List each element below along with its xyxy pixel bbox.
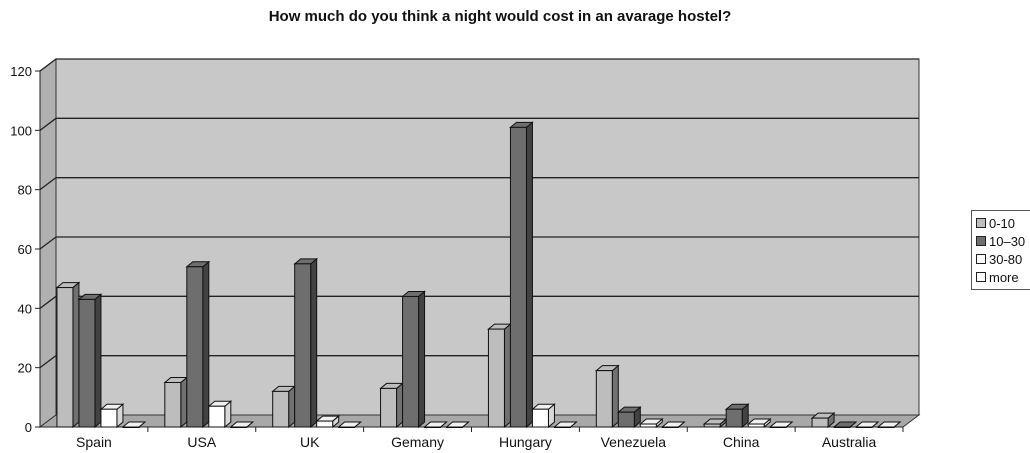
y-tick-label: 80 xyxy=(18,183,32,198)
x-tick-label: Hungary xyxy=(499,434,552,450)
bar-side xyxy=(396,382,404,429)
bar xyxy=(595,370,613,428)
bar xyxy=(122,426,140,428)
bar xyxy=(877,426,895,428)
gridline xyxy=(39,177,919,191)
bar-side xyxy=(310,257,318,429)
legend-label: 10–30 xyxy=(989,233,1026,249)
legend-item: 0-10 xyxy=(976,214,1030,232)
bar-side xyxy=(418,290,426,429)
legend-item: 30-80 xyxy=(976,250,1030,268)
bar xyxy=(811,417,829,428)
y-tick-label: 60 xyxy=(18,242,32,257)
gridline xyxy=(39,117,919,131)
bar xyxy=(338,426,356,428)
bar xyxy=(380,387,398,428)
gridline xyxy=(39,236,919,250)
y-tick-label: 0 xyxy=(25,420,32,435)
x-tick-label: Venezuela xyxy=(601,434,667,450)
bar xyxy=(164,382,182,428)
y-tick-label: 20 xyxy=(18,361,32,376)
legend-swatch xyxy=(976,254,986,264)
bar xyxy=(703,423,721,428)
bar xyxy=(855,426,873,428)
bar xyxy=(424,426,442,428)
x-tick-label: UK xyxy=(300,434,320,450)
bar-side xyxy=(180,376,188,429)
legend-item: 10–30 xyxy=(976,232,1030,250)
bar xyxy=(402,295,420,428)
bar xyxy=(230,426,248,428)
x-tick-label: Gemany xyxy=(391,434,444,450)
bar-side xyxy=(72,281,80,429)
legend-swatch xyxy=(976,236,986,246)
bar-side xyxy=(503,323,511,429)
bar xyxy=(294,263,312,428)
bar xyxy=(487,328,505,428)
bar xyxy=(661,426,679,428)
bar xyxy=(446,426,464,428)
bar xyxy=(553,426,571,428)
x-tick-label: Australia xyxy=(822,434,877,450)
x-tick-label: Spain xyxy=(76,434,112,450)
bar xyxy=(509,126,527,428)
bar xyxy=(747,423,765,428)
bar-side xyxy=(288,385,296,429)
legend-label: more xyxy=(989,269,1019,285)
legend-label: 30-80 xyxy=(989,251,1023,267)
gridline xyxy=(39,355,919,369)
bar xyxy=(531,408,549,428)
bar-side xyxy=(94,293,102,429)
gridline xyxy=(39,58,919,72)
gridline xyxy=(39,295,919,309)
bar-side xyxy=(611,364,619,429)
legend-swatch xyxy=(976,218,986,228)
bar xyxy=(78,298,96,428)
bar xyxy=(639,423,657,428)
bar xyxy=(316,420,334,428)
bar-side xyxy=(202,260,210,429)
x-tick-label: China xyxy=(723,434,760,450)
bar xyxy=(56,287,74,428)
bar xyxy=(100,408,118,428)
bar xyxy=(208,405,226,428)
y-tick-label: 100 xyxy=(10,123,32,138)
x-tick-label: USA xyxy=(187,434,216,450)
bar xyxy=(186,266,204,428)
bar xyxy=(725,408,743,428)
bar-side xyxy=(525,121,533,429)
legend-item: more xyxy=(976,268,1030,286)
bar xyxy=(617,411,635,428)
y-tick-label: 40 xyxy=(18,301,32,316)
y-tick-label: 120 xyxy=(10,64,32,79)
legend: 0-10 10–30 30-80 more xyxy=(971,210,1030,290)
bar xyxy=(769,426,787,428)
bar xyxy=(833,426,851,428)
legend-swatch xyxy=(976,272,986,282)
legend-label: 0-10 xyxy=(989,215,1016,231)
bar xyxy=(272,390,290,428)
chart-title: How much do you think a night would cost… xyxy=(268,8,732,25)
